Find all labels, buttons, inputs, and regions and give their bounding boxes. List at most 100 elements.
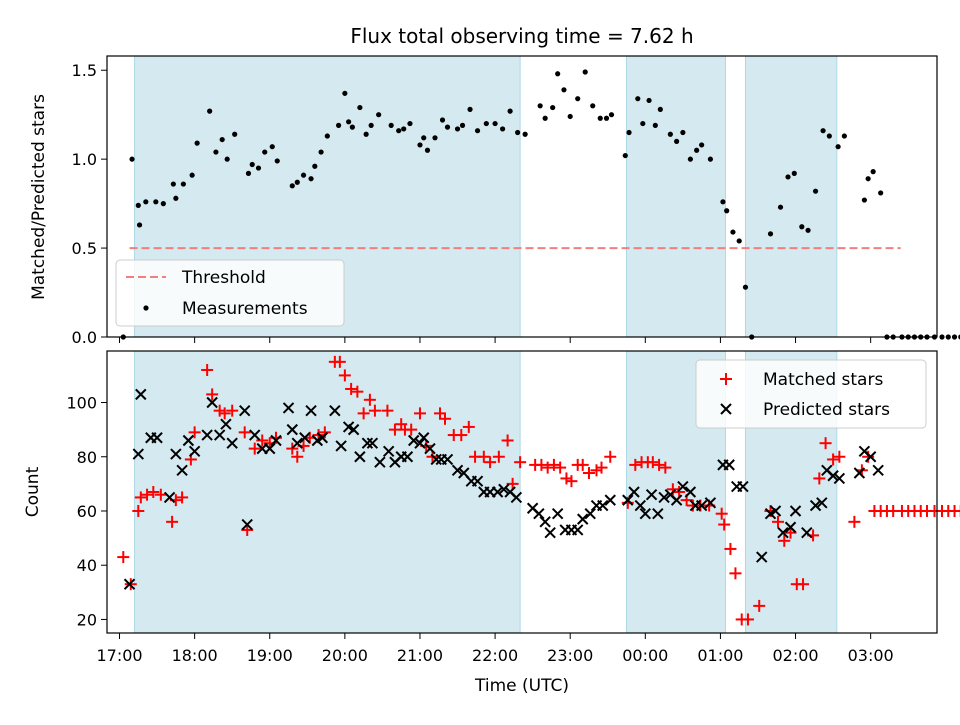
matched-star-point: [368, 404, 381, 417]
measurement-point: [835, 144, 841, 150]
measurement-point: [567, 113, 573, 120]
predicted-x-b: [430, 453, 442, 466]
matched-star-point: [492, 450, 505, 463]
measurement-point: [561, 87, 567, 93]
observing-span: [626, 55, 726, 338]
matched-star-point: [772, 515, 785, 528]
predicted-star-point: [151, 432, 163, 444]
measurements-legend-label: Measurements: [182, 299, 308, 319]
matched-star-point: [238, 426, 251, 439]
top-legend: Threshold Measurements: [115, 259, 345, 327]
predicted-star-point: [864, 451, 877, 463]
predicted-star-point: [176, 464, 188, 477]
matched-star-point: [462, 420, 475, 433]
matched-star-point: [784, 526, 797, 539]
measurement-point: [652, 122, 658, 128]
predicted-x-b: [769, 505, 782, 517]
matched-star-point: [345, 382, 358, 395]
matched-star-point: [535, 458, 548, 471]
predicted-star-point: [551, 507, 564, 520]
matched-star-point: [715, 507, 728, 520]
predicted-star-point: [801, 526, 813, 539]
predicted-x-b: [723, 459, 735, 471]
predicted-x-b: [639, 507, 652, 520]
predicted-star-point: [329, 404, 341, 417]
predicted-x-b: [335, 440, 347, 452]
predicted-x-b: [604, 494, 616, 506]
predicted-x-b: [533, 507, 545, 520]
measurement-point: [499, 126, 506, 132]
predicted-x-b: [872, 464, 884, 477]
measurement-point: [255, 165, 262, 171]
predicted-x-b: [833, 472, 846, 485]
predicted-x-b: [622, 494, 634, 506]
measurement-point: [459, 122, 466, 128]
predicted-star-point: [135, 388, 147, 401]
measurement-point: [805, 227, 811, 233]
measurement-point: [401, 126, 407, 132]
top-plot-frame: [106, 55, 938, 338]
predicted-star-point: [872, 464, 884, 477]
predicted-x-b: [498, 483, 510, 495]
measurement-point: [841, 133, 847, 139]
measurement-point: [635, 96, 641, 102]
predicted-x-b: [597, 499, 609, 512]
predicted-star-point: [622, 494, 634, 506]
measurement-point: [724, 208, 730, 214]
measurement-point: [153, 199, 159, 205]
predicted-x-b: [241, 518, 253, 531]
matched-star-point: [501, 434, 514, 447]
predicted-x-b: [577, 513, 589, 525]
measurement-point: [312, 163, 318, 169]
predicted-x-b: [652, 507, 664, 520]
predicted-star-point: [491, 486, 504, 498]
predicted-star-point: [677, 480, 689, 493]
observing-span: [744, 55, 838, 338]
predicted-x-b: [182, 434, 195, 447]
measurement-point: [597, 115, 603, 121]
measurement-point: [736, 238, 742, 244]
matched-star-point: [862, 450, 875, 463]
count-points: [117, 355, 960, 626]
x-tick-label: 03:00: [848, 646, 894, 665]
measurement-point: [674, 138, 680, 144]
predicted-x-b: [382, 445, 395, 458]
measurement-point: [707, 156, 714, 162]
predicted-star-point: [347, 423, 360, 436]
top-y-axis-ticks: 0.0 0.5 1.0 1.5: [72, 61, 107, 347]
predicted-star-point: [213, 429, 226, 441]
measurement-point: [492, 120, 498, 127]
y-tick-label: 1.5: [72, 61, 97, 80]
predicted-x-b: [544, 526, 556, 539]
predicted-x-b: [684, 486, 697, 498]
measurement-point: [289, 183, 295, 189]
predicted-x-b: [628, 486, 640, 498]
measurement-point: [680, 129, 686, 136]
measurement-points: [120, 69, 960, 340]
predicted-star-point: [544, 526, 556, 539]
measurement-point: [396, 128, 402, 134]
measurement-point: [826, 133, 832, 139]
matched-star-point: [653, 458, 666, 471]
bottom-legend-box: [695, 359, 927, 429]
measurements-legend-swatch: [143, 305, 149, 311]
measurement-point: [189, 172, 195, 178]
predicted-star-point: [670, 494, 683, 506]
predicted-star-point: [354, 451, 366, 463]
matched-star-point: [134, 491, 147, 504]
predicted-star-point: [401, 451, 414, 463]
predicted-star-point: [361, 437, 374, 449]
bottom-x-axis-ticks: 17:00 18:00 19:00 20:00 21:00 22:00 23:00 00:00…: [96, 633, 894, 665]
y-tick-label: 100: [66, 394, 97, 413]
measurement-point: [603, 115, 610, 121]
measurement-point: [742, 284, 749, 290]
matched-star-point: [506, 477, 519, 490]
predicted-star-point: [756, 551, 768, 563]
measurement-point: [575, 96, 581, 102]
matched-star-point: [629, 458, 642, 471]
matched-star-point: [241, 523, 254, 536]
predicted-x-b: [821, 464, 833, 477]
matched-star-point: [565, 475, 578, 488]
predicted-x-b: [213, 429, 226, 441]
bottom-y-axis-ticks: 20 40 60 80 100: [66, 394, 107, 629]
